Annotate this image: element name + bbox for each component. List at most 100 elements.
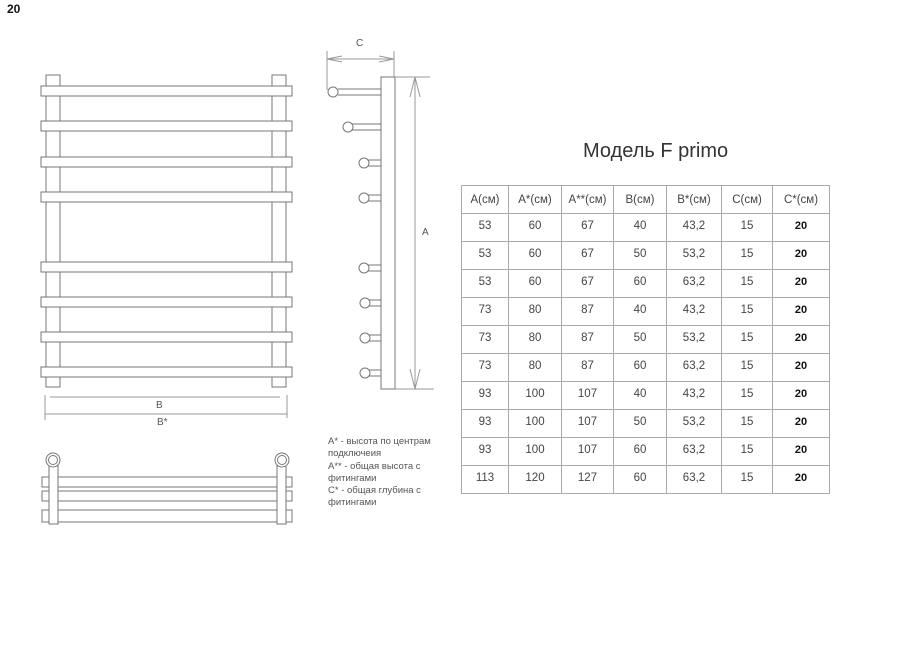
- table-row: 53 60 67 50 53,2 15 20: [461, 241, 830, 270]
- front-view: [40, 74, 293, 388]
- table-cell: 87: [561, 353, 614, 382]
- table-row: 73 80 87 50 53,2 15 20: [461, 325, 830, 354]
- table-cell: 20: [772, 409, 830, 438]
- table-cell: 53: [461, 241, 509, 270]
- legend-item: A* - высота по центрам подключеия: [328, 436, 431, 460]
- table-header-row: A(см) A*(см) A**(см) B(см) B*(см) C(см) C*(см): [461, 185, 830, 214]
- table-cell: 113: [461, 465, 509, 494]
- page-number: 20: [7, 2, 21, 16]
- column-header: B(см): [613, 185, 667, 214]
- model-title: Модель F primo: [583, 140, 729, 162]
- table-cell: 15: [721, 409, 773, 438]
- table-cell: 63,2: [666, 353, 722, 382]
- table-row: 53 60 67 60 63,2 15 20: [461, 269, 830, 298]
- table-cell: 15: [721, 465, 773, 494]
- table-cell: 67: [561, 269, 614, 298]
- table-cell: 93: [461, 437, 509, 466]
- table-cell: 53,2: [666, 241, 722, 270]
- table-cell: 67: [561, 213, 614, 242]
- table-cell: 107: [561, 437, 614, 466]
- table-cell: 127: [561, 465, 614, 494]
- table-cell: 60: [613, 437, 667, 466]
- legend-item: A** - общая высота с фитингами: [328, 460, 421, 484]
- table-cell: 40: [613, 297, 667, 326]
- table-cell: 53: [461, 269, 509, 298]
- table-cell: 107: [561, 409, 614, 438]
- table-row: 93 100 107 60 63,2 15 20: [461, 437, 830, 466]
- table-cell: 50: [613, 409, 667, 438]
- table-cell: 100: [508, 381, 562, 410]
- table-cell: 73: [461, 353, 509, 382]
- table-cell: 15: [721, 325, 773, 354]
- table-row: 53 60 67 40 43,2 15 20: [461, 213, 830, 242]
- side-view: [327, 76, 396, 390]
- table-cell: 120: [508, 465, 562, 494]
- dimension-a-label: A: [422, 227, 429, 238]
- table-cell: 15: [721, 437, 773, 466]
- table-cell: 87: [561, 325, 614, 354]
- dimension-b: [44, 395, 288, 420]
- table-cell: 80: [508, 353, 562, 382]
- table-cell: 80: [508, 297, 562, 326]
- table-cell: 15: [721, 213, 773, 242]
- table-cell: 60: [508, 241, 562, 270]
- table-cell: 60: [508, 269, 562, 298]
- table-cell: 73: [461, 325, 509, 354]
- dimension-c-label: C: [356, 38, 364, 49]
- table-cell: 15: [721, 353, 773, 382]
- column-header: A*(см): [508, 185, 562, 214]
- table-cell: 20: [772, 213, 830, 242]
- table-cell: 63,2: [666, 269, 722, 298]
- table-cell: 15: [721, 241, 773, 270]
- table-cell: 15: [721, 381, 773, 410]
- column-header: A(см): [461, 185, 509, 214]
- dimensions-table: A(см) A*(см) A**(см) B(см) B*(см) C(см) C*(см)…: [461, 185, 830, 494]
- legend-item: C* - общая глубина с фитингами: [328, 485, 421, 509]
- table-cell: 50: [613, 241, 667, 270]
- table-cell: 107: [561, 381, 614, 410]
- table-cell: 20: [772, 297, 830, 326]
- table-cell: 60: [613, 269, 667, 298]
- column-header: C*(см): [772, 185, 830, 214]
- top-view: [41, 452, 293, 525]
- dimension-b-label: B: [156, 400, 163, 411]
- table-cell: 20: [772, 381, 830, 410]
- table-row: 93 100 107 40 43,2 15 20: [461, 381, 830, 410]
- column-header: B*(см): [666, 185, 722, 214]
- table-cell: 20: [772, 353, 830, 382]
- dimension-a: [395, 76, 434, 390]
- table-cell: 20: [772, 241, 830, 270]
- column-header: A**(см): [561, 185, 614, 214]
- dimension-b-star-label: B*: [157, 417, 168, 428]
- table-cell: 20: [772, 437, 830, 466]
- table-cell: 40: [613, 381, 667, 410]
- table-cell: 100: [508, 409, 562, 438]
- table-cell: 15: [721, 269, 773, 298]
- table-cell: 20: [772, 325, 830, 354]
- table-cell: 43,2: [666, 297, 722, 326]
- dimension-c: [326, 51, 395, 90]
- table-cell: 63,2: [666, 437, 722, 466]
- table-row: 73 80 87 40 43,2 15 20: [461, 297, 830, 326]
- table-cell: 43,2: [666, 213, 722, 242]
- table-cell: 60: [613, 465, 667, 494]
- table-cell: 60: [613, 353, 667, 382]
- table-cell: 63,2: [666, 465, 722, 494]
- table-cell: 50: [613, 325, 667, 354]
- table-cell: 60: [508, 213, 562, 242]
- table-cell: 15: [721, 297, 773, 326]
- table-cell: 43,2: [666, 381, 722, 410]
- column-header: C(см): [721, 185, 773, 214]
- table-cell: 53,2: [666, 325, 722, 354]
- table-cell: 20: [772, 465, 830, 494]
- table-cell: 20: [772, 269, 830, 298]
- table-cell: 87: [561, 297, 614, 326]
- table-cell: 40: [613, 213, 667, 242]
- table-cell: 53: [461, 213, 509, 242]
- table-cell: 93: [461, 381, 509, 410]
- table-row: 93 100 107 50 53,2 15 20: [461, 409, 830, 438]
- table-cell: 80: [508, 325, 562, 354]
- table-cell: 53,2: [666, 409, 722, 438]
- table-cell: 67: [561, 241, 614, 270]
